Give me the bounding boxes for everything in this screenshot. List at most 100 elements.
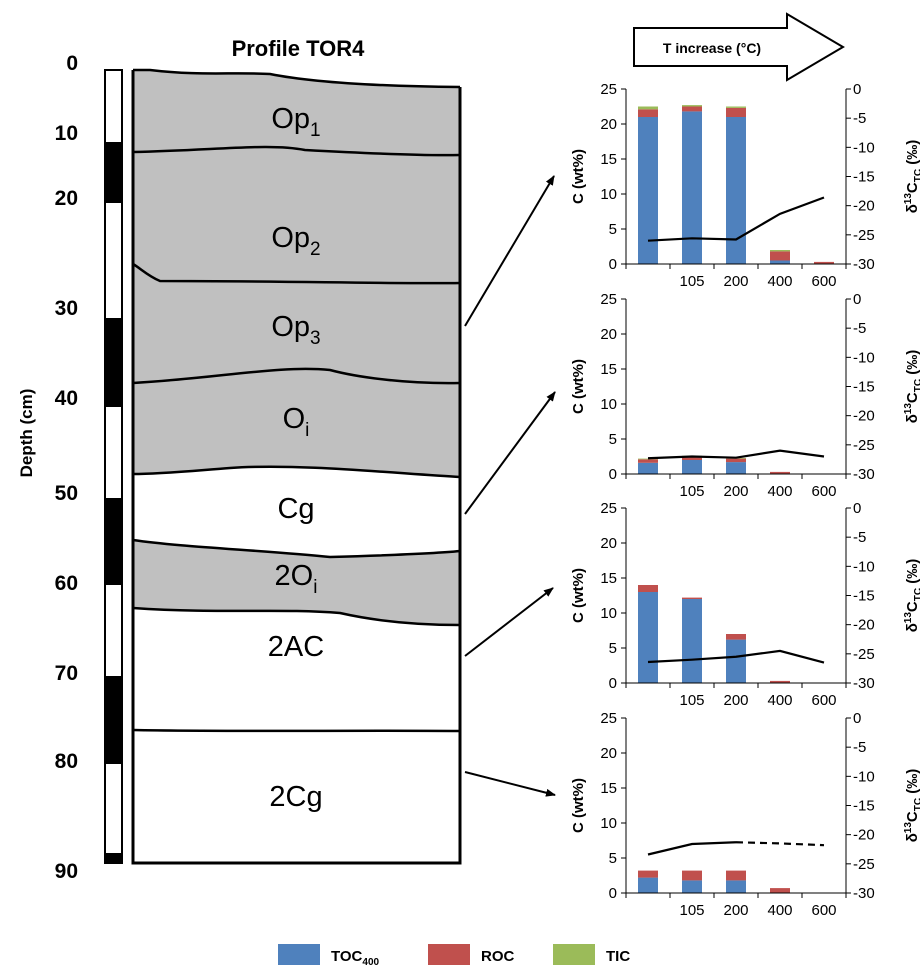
y2-tick-label: -25 (853, 856, 875, 873)
horizon-oi-fill (133, 368, 460, 477)
y2-tick-label: -25 (853, 227, 875, 244)
bar-segment (638, 109, 658, 117)
bar-segment (726, 462, 746, 474)
bar-segment (638, 462, 658, 474)
depth-ticks: 0 10 20 30 40 50 60 70 80 90 (55, 52, 78, 883)
y-tick-label: 25 (600, 500, 617, 517)
bar-segment (770, 260, 790, 264)
y2-tick-label: -20 (853, 617, 875, 634)
y2-tick-label: -5 (853, 529, 866, 546)
x-tick-label: 200 (723, 902, 748, 919)
chart-panel: 0 5 10 15 20 25 0 -5 -10 -15 -20 -25 -30 105 200 400 600… (570, 500, 920, 709)
horizon-boundary (132, 728, 461, 733)
y2-tick-label: -30 (853, 256, 875, 273)
y-tick-label: 5 (609, 850, 617, 867)
y-tick-label: 10 (600, 396, 617, 413)
y-axis-label: C (wt%) (570, 778, 587, 833)
y2-axis-label: δ13CTC (‰) (903, 350, 920, 424)
bar-segment (770, 250, 790, 252)
profile-frame (131, 70, 462, 865)
bar-segment (682, 456, 702, 460)
horizon-label: 2Oi (275, 560, 318, 598)
horizon-label: 2AC (268, 631, 324, 663)
bar-segment (638, 117, 658, 264)
delta13c-line-dashed (735, 841, 825, 847)
y2-tick-label: -10 (853, 558, 875, 575)
bar-segment (638, 585, 658, 592)
bar-segment (726, 458, 746, 463)
y2-axis-label: δ13CTC (‰) (903, 769, 920, 843)
bar-segment (638, 877, 658, 893)
x-tick-label: 400 (767, 273, 792, 290)
y-tick-label: 25 (600, 81, 617, 98)
bar-segment (726, 634, 746, 640)
x-tick-label: 600 (811, 483, 836, 500)
bar-segment (726, 870, 746, 881)
y-tick-label: 20 (600, 535, 617, 552)
y2-tick-label: -15 (853, 798, 875, 815)
y2-tick-label: -10 (853, 768, 875, 785)
t-increase-label: T increase (°C) (663, 40, 761, 56)
y2-tick-label: -5 (853, 739, 866, 756)
horizon-label: 2Cg (269, 781, 322, 813)
y-axis-label: C (wt%) (570, 568, 587, 623)
legend: TOC400 ROC TIC (278, 944, 630, 968)
t-increase-arrow: T increase (°C) (633, 12, 845, 82)
bar-segment (770, 471, 790, 474)
y-tick-label: 15 (600, 570, 617, 587)
y2-tick-label: -15 (853, 588, 875, 605)
legend-label: TIC (606, 948, 630, 965)
depth-tick-label: 10 (55, 122, 78, 145)
bar-segment (726, 117, 746, 264)
bar-segment (682, 105, 702, 107)
y-tick-label: 0 (609, 256, 617, 273)
x-tick-label: 400 (767, 483, 792, 500)
legend-swatch (553, 944, 595, 965)
horizon-boundary (132, 606, 461, 627)
depth-tick-label: 0 (66, 52, 78, 75)
horizon-op3-fill (133, 264, 460, 384)
bar-segment (638, 459, 658, 463)
horizon-label: Cg (277, 493, 314, 525)
legend-label: TOC400 (331, 948, 380, 968)
y2-tick-label: -30 (853, 885, 875, 902)
y2-axis-label: δ13CTC (‰) (903, 559, 920, 633)
y2-axis-label: δ13CTC (‰) (903, 140, 920, 214)
x-tick-label: 200 (723, 273, 748, 290)
y-tick-label: 0 (609, 466, 617, 483)
bar-segment (638, 870, 658, 878)
x-tick-label: 600 (811, 692, 836, 709)
x-tick-label: 105 (679, 902, 704, 919)
legend-label: ROC (481, 948, 515, 965)
horizon-op2-fill (133, 146, 460, 284)
chart-panel: 0 5 10 15 20 25 0 -5 -10 -15 -20 -25 -30 105 200 400 600… (570, 291, 920, 500)
bar-segment (726, 107, 746, 117)
bar-segment (770, 888, 790, 893)
bar-segment (682, 460, 702, 474)
y2-tick-label: -20 (853, 198, 875, 215)
bar-segment (814, 261, 834, 264)
y2-tick-label: -5 (853, 320, 866, 337)
y-tick-label: 25 (600, 291, 617, 308)
horizon-label: Op2 (271, 222, 320, 260)
bar-segment (638, 458, 658, 460)
horizon-boundary (132, 145, 461, 157)
y2-tick-label: -10 (853, 349, 875, 366)
y2-tick-label: -30 (853, 675, 875, 692)
bar-segment (638, 106, 658, 110)
y-tick-label: 10 (600, 186, 617, 203)
bar-segment (770, 251, 790, 261)
y-tick-label: 5 (609, 431, 617, 448)
y2-tick-label: -10 (853, 139, 875, 156)
horizon-labels: Op1 Op2 Op3 Oi Cg 2Oi 2AC 2Cg (268, 103, 324, 813)
y2-tick-label: -15 (853, 169, 875, 186)
x-tick-label: 105 (679, 692, 704, 709)
depth-axis-label: Depth (cm) (17, 389, 36, 478)
depth-tick-label: 50 (55, 482, 78, 505)
profile-title: Profile TOR4 (232, 36, 366, 61)
y-tick-label: 15 (600, 151, 617, 168)
depth-scale-bar (104, 69, 123, 864)
y-axis-label: C (wt%) (570, 149, 587, 204)
y-tick-label: 15 (600, 361, 617, 378)
bar-segment (682, 870, 702, 881)
